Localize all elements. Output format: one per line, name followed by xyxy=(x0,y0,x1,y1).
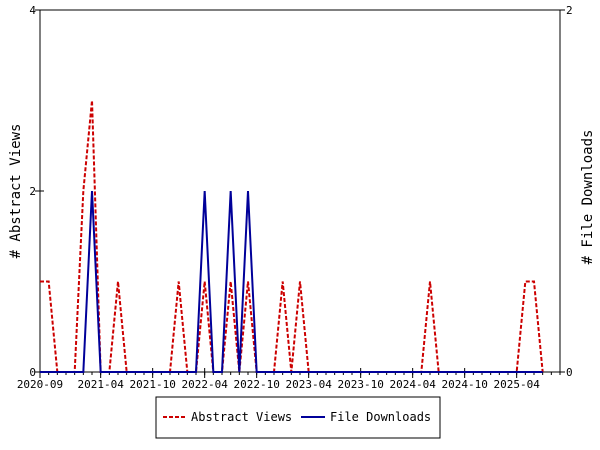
x-tick-label: 2020-09 xyxy=(17,378,63,391)
x-tick-label: 2024-10 xyxy=(441,378,487,391)
right-tick-label: 2 xyxy=(566,4,573,17)
x-tick-label: 2021-04 xyxy=(77,378,124,391)
legend-box xyxy=(155,396,441,439)
x-tick-label: 2021-10 xyxy=(129,378,175,391)
left-axis-title: # Abstract Views xyxy=(8,124,24,259)
left-tick-label: 0 xyxy=(29,366,36,379)
x-tick-label: 2022-10 xyxy=(233,378,279,391)
left-tick-label: 4 xyxy=(29,4,36,17)
x-tick-label: 2024-04 xyxy=(389,378,436,391)
x-tick-label: 2023-10 xyxy=(337,378,383,391)
legend: Abstract Views File Downloads xyxy=(155,396,441,439)
x-tick-label: 2025-04 xyxy=(493,378,540,391)
right-axis-title: # File Downloads xyxy=(580,130,596,265)
x-tick-label: 2022-04 xyxy=(181,378,228,391)
plot-area xyxy=(39,9,561,373)
legend-label-abstract-views: Abstract Views xyxy=(191,410,292,424)
legend-label-file-downloads: File Downloads xyxy=(330,410,431,424)
series-layer xyxy=(40,100,544,373)
right-tick-label: 0 xyxy=(566,366,573,379)
x-tick-label: 2023-04 xyxy=(285,378,332,391)
left-tick-label: 2 xyxy=(29,185,36,198)
series-line-file-downloads xyxy=(40,190,543,373)
